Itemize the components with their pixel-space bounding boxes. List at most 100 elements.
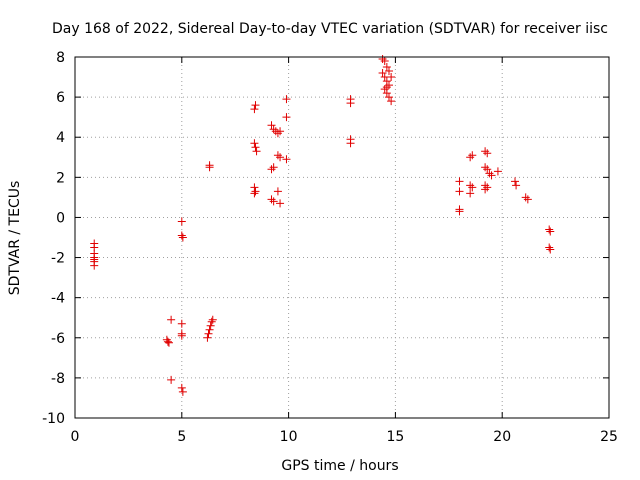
data-points (90, 55, 555, 396)
data-point (276, 199, 285, 208)
data-point (485, 169, 494, 178)
data-point (546, 245, 555, 254)
data-point (164, 338, 173, 347)
data-point (387, 97, 396, 106)
y-tick-labels: -10 -8 -6 -4 -2 0 2 4 6 8 (42, 50, 65, 427)
data-point (481, 163, 490, 172)
data-point (90, 261, 99, 270)
data-point (269, 197, 278, 206)
data-point (455, 207, 464, 216)
data-point (382, 83, 391, 92)
axis-ticks (74, 56, 610, 419)
data-point (523, 195, 532, 204)
data-point (545, 243, 554, 252)
data-point (178, 233, 187, 242)
y-tick-label: 0 (56, 210, 65, 226)
y-tick-label: -10 (42, 411, 65, 427)
y-tick-label: -8 (51, 371, 65, 387)
data-point (346, 139, 355, 148)
data-point (380, 57, 389, 66)
data-point (167, 375, 176, 384)
data-point (252, 147, 261, 156)
data-point (267, 195, 276, 204)
data-point (207, 317, 216, 326)
data-point (483, 149, 492, 158)
data-point (177, 231, 186, 240)
x-axis-label: GPS time / hours (281, 458, 398, 474)
data-point (483, 183, 492, 192)
data-point (273, 129, 282, 138)
data-point (455, 187, 464, 196)
data-point (466, 153, 475, 162)
data-point (466, 181, 475, 190)
data-point (276, 153, 285, 162)
data-point (481, 185, 490, 194)
data-point (468, 183, 477, 192)
data-point (384, 67, 393, 76)
y-tick-label: -2 (51, 251, 65, 267)
y-tick-label: 8 (56, 50, 65, 66)
chart-title: Day 168 of 2022, Sidereal Day-to-day VTE… (52, 21, 608, 37)
data-point (163, 337, 172, 346)
x-tick-label: 25 (600, 429, 618, 445)
data-point (269, 163, 278, 172)
data-point (276, 127, 285, 136)
data-point (512, 181, 521, 190)
data-point (205, 325, 214, 334)
data-point (387, 73, 396, 82)
data-point (250, 189, 259, 198)
grid (75, 57, 609, 418)
data-point (378, 69, 387, 78)
y-tick-label: 2 (56, 170, 65, 186)
x-tick-label: 0 (71, 429, 80, 445)
y-tick-label: 4 (56, 130, 65, 146)
data-point (203, 333, 212, 342)
x-tick-label: 15 (386, 429, 404, 445)
data-point (545, 225, 554, 234)
data-point (282, 113, 291, 122)
data-point (483, 165, 492, 174)
data-point (511, 177, 520, 186)
data-point (346, 99, 355, 108)
data-point (466, 189, 475, 198)
data-point (468, 151, 477, 160)
y-tick-label: 6 (56, 90, 65, 106)
data-point (267, 121, 276, 130)
data-point (384, 81, 393, 90)
data-point (481, 147, 490, 156)
data-point (493, 167, 502, 176)
y-tick-label: -4 (51, 291, 65, 307)
data-point (177, 383, 186, 392)
plot-frame (74, 56, 610, 419)
data-point (250, 105, 259, 114)
x-tick-labels: 0 5 10 15 20 25 (71, 429, 618, 445)
data-point (177, 319, 186, 328)
data-point (273, 187, 282, 196)
data-point (250, 139, 259, 148)
data-point (178, 387, 187, 396)
data-point (521, 193, 530, 202)
data-point (282, 155, 291, 164)
data-point (251, 187, 260, 196)
data-point (206, 321, 215, 330)
data-point (382, 63, 391, 72)
data-point (167, 315, 176, 324)
data-point (204, 329, 213, 338)
data-point (282, 95, 291, 104)
data-point (251, 101, 260, 110)
x-tick-label: 10 (280, 429, 298, 445)
data-point (384, 93, 393, 102)
data-point (251, 143, 260, 152)
data-point (273, 151, 282, 160)
data-point (177, 217, 186, 226)
data-point (208, 315, 217, 324)
data-point (269, 125, 278, 134)
y-axis-label: SDTVAR / TECUs (7, 181, 23, 296)
x-tick-label: 5 (177, 429, 186, 445)
data-point (177, 331, 186, 340)
data-point (267, 165, 276, 174)
data-point (487, 171, 496, 180)
data-point (546, 227, 555, 236)
data-point (378, 55, 387, 64)
